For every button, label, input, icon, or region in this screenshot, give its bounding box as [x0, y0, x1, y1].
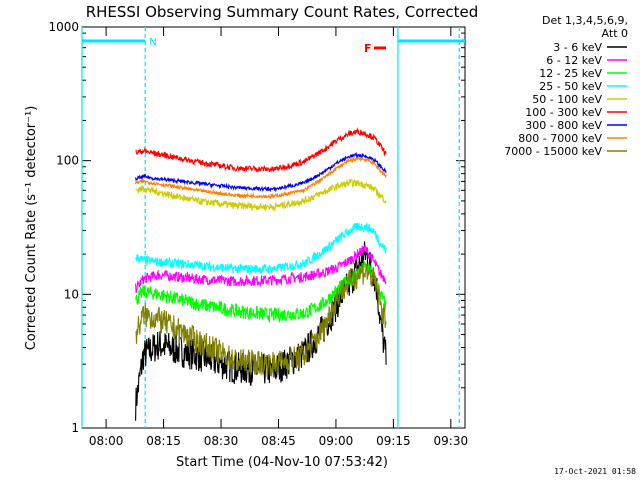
legend-label: 50 - 100 keV: [532, 93, 602, 106]
series-line: [135, 156, 387, 200]
series-line: [135, 222, 387, 275]
y-tick-label: 1000: [48, 20, 79, 34]
x-tick-label: 09:00: [319, 434, 354, 448]
legend-label: 25 - 50 keV: [539, 80, 602, 93]
x-tick-label: 08:15: [146, 434, 181, 448]
legend-label: 7000 - 15000 keV: [504, 145, 602, 158]
x-axis-title: Start Time (04-Nov-10 07:53:42): [176, 455, 388, 470]
legend-label: 6 - 12 keV: [546, 54, 602, 67]
x-tick-label: 08:30: [204, 434, 239, 448]
chart-title: RHESSI Observing Summary Count Rates, Co…: [86, 3, 479, 21]
series-line: [135, 127, 387, 174]
y-tick-label: 1: [71, 421, 79, 435]
legend-label: 3 - 6 keV: [553, 41, 602, 54]
timestamp: 17-Oct-2021 01:58: [554, 467, 636, 476]
marker-label: N: [149, 37, 156, 48]
series-line: [135, 178, 387, 213]
legend-label: 100 - 300 keV: [525, 106, 602, 119]
x-tick-label: 09:30: [434, 434, 469, 448]
x-tick-label: 08:45: [261, 434, 296, 448]
series-line: [135, 263, 387, 377]
legend-label: 800 - 7000 keV: [518, 132, 602, 145]
legend-header: Det 1,3,4,5,6,9,: [542, 14, 628, 27]
x-tick-label: 08:00: [89, 434, 124, 448]
y-tick-label: 10: [64, 287, 79, 301]
flag-label: F: [364, 42, 372, 55]
legend-header: Att 0: [602, 27, 628, 40]
x-tick-label: 09:15: [376, 434, 411, 448]
series-line: [135, 151, 387, 193]
y-tick-label: 100: [56, 154, 79, 168]
series-line: [135, 244, 387, 294]
legend-label: 300 - 800 keV: [525, 119, 602, 132]
legend-label: 12 - 25 keV: [539, 67, 602, 80]
y-axis-title: Corrected Count Rate (s⁻¹ detector⁻¹): [24, 106, 39, 351]
